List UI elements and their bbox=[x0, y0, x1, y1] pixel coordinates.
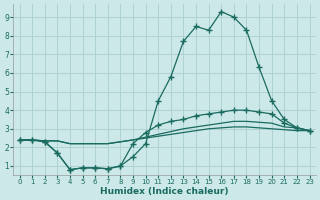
X-axis label: Humidex (Indice chaleur): Humidex (Indice chaleur) bbox=[100, 187, 229, 196]
